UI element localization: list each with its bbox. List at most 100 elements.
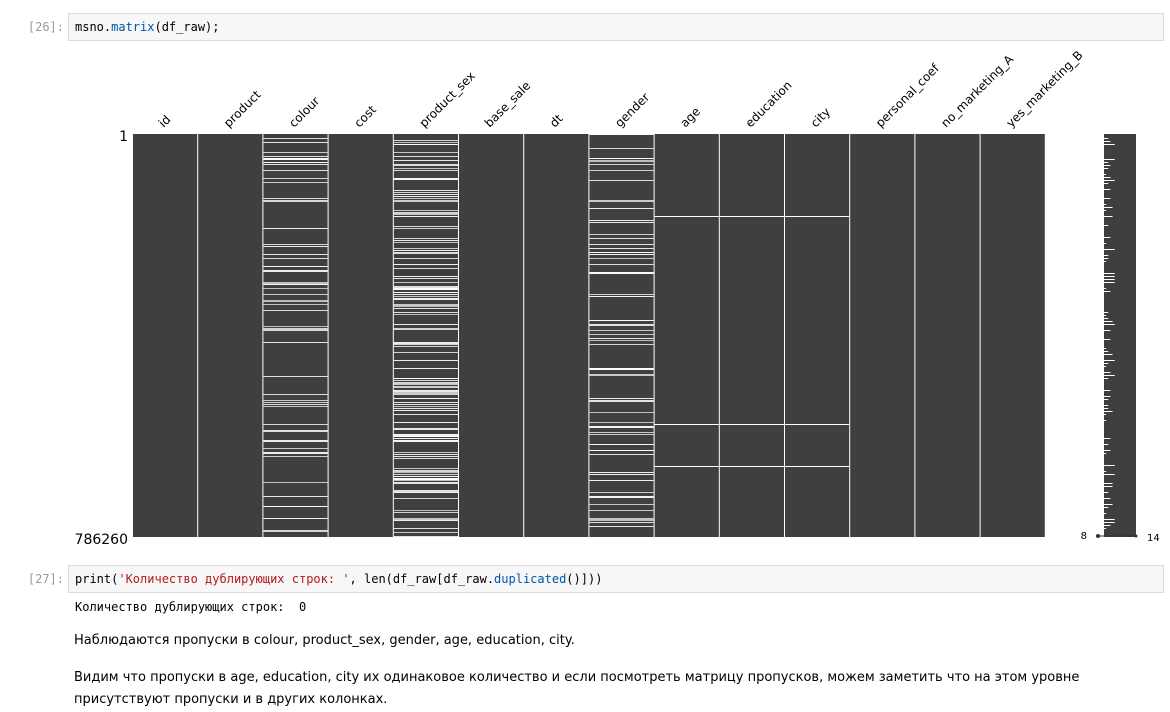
missing-line — [393, 278, 458, 279]
missing-line — [263, 164, 328, 165]
missing-line — [393, 294, 458, 295]
missing-line — [393, 492, 458, 493]
matrix-column-id — [133, 134, 198, 537]
missing-line — [589, 426, 654, 428]
missing-line — [393, 308, 458, 309]
sparkline-notch — [1096, 318, 1109, 319]
matrix-column-cost — [328, 134, 393, 537]
matrix-column-base_sale — [459, 134, 524, 537]
missing-line — [393, 286, 458, 288]
sparkline-notch — [1096, 471, 1107, 472]
sparkline-notch — [1096, 399, 1109, 400]
sparkline-notch — [1096, 363, 1109, 364]
missing-line — [393, 402, 458, 403]
missing-line — [393, 532, 458, 533]
missing-line — [263, 448, 328, 449]
code-mid: , len(df_raw[df_raw. — [349, 572, 495, 586]
sparkline-notch — [1096, 420, 1107, 421]
sparkline-notch — [1096, 237, 1111, 238]
missing-line — [263, 270, 328, 272]
missing-line — [589, 334, 654, 335]
missing-line — [263, 300, 328, 302]
missing-line — [589, 296, 654, 297]
sparkline-notch — [1096, 444, 1109, 445]
missing-line — [393, 170, 458, 171]
missing-line — [393, 168, 458, 169]
code-rest: (df_raw); — [154, 20, 220, 34]
column-label-personal_coef: personal_coef — [873, 61, 942, 130]
missing-line — [589, 258, 654, 259]
missing-line — [589, 522, 654, 523]
sparkline-notch — [1096, 450, 1111, 451]
missing-line — [589, 474, 654, 475]
missing-line — [589, 208, 654, 209]
missing-line — [393, 406, 458, 407]
matrix-column-education — [719, 134, 784, 537]
missing-line — [393, 276, 458, 277]
missing-line — [263, 152, 328, 153]
missing-line — [263, 496, 328, 497]
column-label-dt: dt — [547, 111, 566, 130]
missing-line — [263, 282, 328, 284]
column-label-cost: cost — [351, 102, 379, 130]
missing-line — [393, 190, 458, 191]
missing-line — [393, 250, 458, 251]
missing-line — [589, 504, 654, 505]
missing-line — [393, 264, 458, 265]
sparkline-notch — [1096, 375, 1115, 376]
missing-line — [393, 408, 458, 409]
missing-line — [393, 438, 458, 439]
missing-line — [393, 482, 458, 484]
sparkline-notch — [1096, 198, 1111, 199]
cell-prompt-26: [26]: — [27, 20, 64, 34]
missing-line — [589, 454, 654, 455]
missing-line — [263, 200, 328, 202]
missing-line — [393, 342, 458, 344]
missing-line — [589, 344, 654, 345]
missing-line — [393, 378, 458, 379]
missing-line — [393, 404, 458, 405]
sparkline-notch — [1096, 330, 1111, 331]
missing-line — [263, 244, 328, 245]
missing-line — [589, 400, 654, 402]
code-cell-26[interactable]: msno.matrix(df_raw); — [68, 13, 1164, 41]
missing-line — [263, 266, 328, 267]
missingno-matrix-chart: id product colour cost product_sex base_sale d… — [75, 48, 1160, 548]
missing-line — [393, 410, 458, 411]
y-tick-top: 1 — [119, 129, 128, 145]
missing-line — [393, 456, 458, 457]
missing-line — [393, 198, 458, 199]
sparkline-notch — [1096, 279, 1115, 280]
missing-line — [654, 216, 719, 217]
missing-line — [589, 238, 654, 239]
sparkline-notch — [1096, 354, 1113, 355]
sparkline-notch — [1096, 438, 1111, 439]
missing-line — [263, 178, 328, 179]
missing-line — [393, 282, 458, 283]
missing-line — [393, 390, 458, 392]
missing-line — [263, 328, 328, 330]
missing-line — [654, 466, 719, 467]
missing-line — [393, 156, 458, 157]
code-fn: matrix — [111, 20, 155, 34]
column-label-colour: colour — [286, 94, 322, 130]
sparkline-notch — [1096, 189, 1111, 190]
code-post: ()])) — [566, 572, 603, 586]
missing-line — [393, 458, 458, 459]
missing-line — [393, 212, 458, 214]
missing-line — [393, 498, 458, 499]
code-cell-27[interactable]: print('Количество дублирующих строк: ', … — [68, 565, 1164, 593]
missing-line — [393, 346, 458, 347]
missing-line — [393, 258, 458, 259]
sparkline-notch — [1096, 168, 1109, 169]
sparkline-min-label: 8 — [1081, 531, 1087, 542]
sparkline-notch — [1096, 255, 1109, 256]
missing-line — [263, 402, 328, 403]
missing-line — [589, 320, 654, 321]
sparkline-notch — [1096, 492, 1109, 493]
sparkline-notch — [1096, 210, 1107, 211]
missing-line — [393, 384, 458, 385]
missing-line — [589, 398, 654, 399]
missing-line — [589, 222, 654, 223]
sparkline-notch — [1096, 216, 1113, 217]
